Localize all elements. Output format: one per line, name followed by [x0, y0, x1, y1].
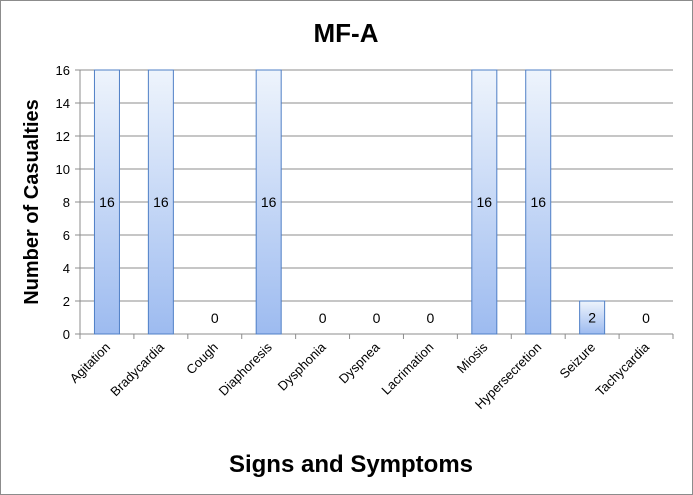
x-tick-label: Dysphonia — [275, 339, 330, 394]
bars — [93, 69, 606, 335]
y-tick-label: 14 — [56, 96, 70, 111]
x-axis-title: Signs and Symptoms — [229, 451, 473, 478]
x-tick-label: Agitation — [67, 340, 113, 386]
data-label: 0 — [319, 310, 327, 326]
data-label: 16 — [153, 194, 169, 210]
y-axis-title: Number of Casualties — [21, 99, 43, 305]
x-tick-label: Seizure — [556, 340, 598, 382]
data-label: 0 — [427, 310, 435, 326]
data-labels: 16 16 0 16 0 0 0 16 16 2 0 — [99, 194, 650, 326]
x-tick-label: Lacrimation — [378, 340, 436, 398]
data-label: 0 — [211, 310, 219, 326]
x-tick-label: Dyspnea — [336, 339, 383, 386]
y-tick-labels: 0 2 4 6 8 10 12 14 16 — [56, 63, 70, 342]
y-tick-label: 2 — [63, 294, 70, 309]
data-label: 16 — [99, 194, 115, 210]
x-tick-label: Cough — [183, 340, 221, 378]
gridlines — [75, 69, 674, 339]
data-label: 16 — [477, 194, 493, 210]
y-tick-label: 0 — [63, 327, 70, 342]
data-label: 0 — [642, 310, 650, 326]
y-tick-label: 16 — [56, 63, 70, 78]
data-label: 2 — [588, 310, 596, 326]
x-tick-label: Tachycardia — [593, 339, 653, 399]
x-tick-label: Bradycardia — [107, 339, 167, 399]
y-tick-label: 12 — [56, 129, 70, 144]
y-tick-label: 6 — [63, 228, 70, 243]
bar-bradycardia — [147, 69, 174, 335]
x-tick-label: Diaphoresis — [216, 339, 275, 398]
chart-title: MF-A — [314, 18, 379, 48]
bar-seizure — [579, 300, 606, 335]
data-label: 0 — [373, 310, 381, 326]
bar-miosis — [471, 69, 498, 335]
y-tick-label: 8 — [63, 195, 70, 210]
y-tick-label: 10 — [56, 162, 70, 177]
bar-hypersecretion — [525, 69, 552, 335]
bar-agitation — [93, 69, 120, 335]
bar-diaphoresis — [255, 69, 282, 335]
data-label: 16 — [261, 194, 277, 210]
x-tick-label: Miosis — [454, 339, 491, 376]
y-tick-label: 4 — [63, 261, 70, 276]
data-label: 16 — [530, 194, 546, 210]
